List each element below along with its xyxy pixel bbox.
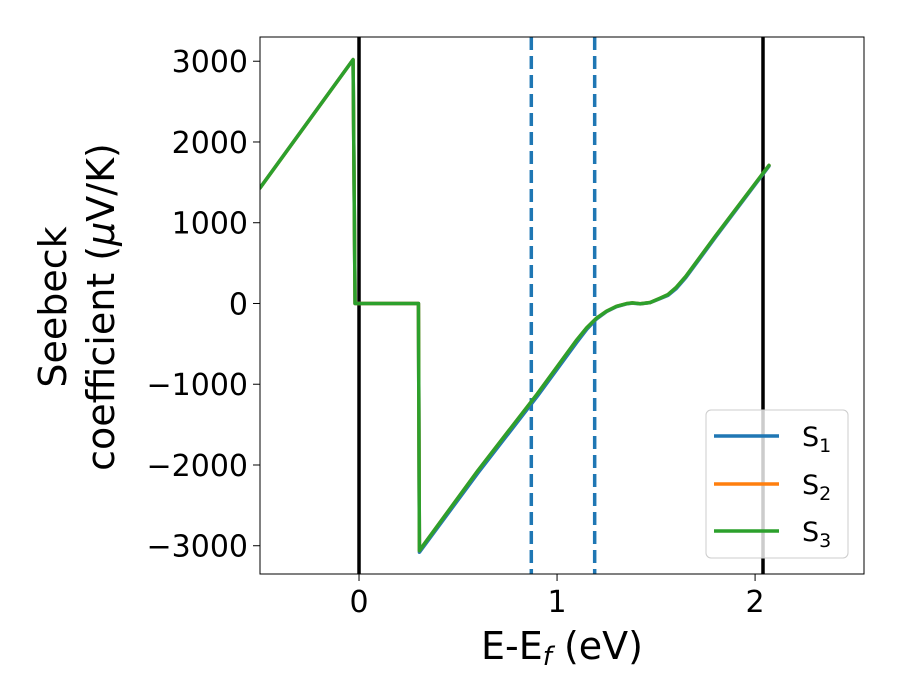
x-axis-label: E-Ef (eV) xyxy=(481,624,643,672)
y-tick-label: −1000 xyxy=(147,368,248,403)
series-lines xyxy=(260,57,771,554)
legend-label-s2: S2 xyxy=(802,470,831,505)
x-axis-ticks: 0 1 2 xyxy=(349,574,765,620)
legend-label-s2-main: S xyxy=(802,470,819,501)
y-tick-label: −3000 xyxy=(147,530,248,565)
y-tick-label: 1000 xyxy=(172,207,248,242)
x-axis-label-main: E-E xyxy=(481,624,543,668)
y-axis-label-line1: Seebeck xyxy=(31,226,75,387)
y-tick-label: 3000 xyxy=(172,45,248,80)
y-axis-label-line2-suffix: V/K) xyxy=(79,143,123,222)
legend-label-s1: S1 xyxy=(802,422,831,457)
series-line-s3 xyxy=(260,57,771,553)
legend-label-s1-sub: 1 xyxy=(819,435,831,457)
plot-frame xyxy=(259,36,865,575)
y-axis-ticks: −3000 −2000 −1000 0 1000 2000 3000 xyxy=(147,45,260,565)
legend-label-s3-sub: 3 xyxy=(819,530,831,552)
y-tick-label: −2000 xyxy=(147,449,248,484)
x-tick-label: 2 xyxy=(746,585,765,620)
legend: S1 S2 S3 xyxy=(705,409,849,559)
y-tick-label: 0 xyxy=(229,287,248,322)
x-tick-label: 0 xyxy=(349,585,368,620)
y-axis-label-line2: coefficient (μV/K) xyxy=(79,143,123,471)
y-axis-label-line2-mu: μ xyxy=(79,222,123,247)
legend-label-s1-main: S xyxy=(802,422,819,453)
x-tick-label: 1 xyxy=(548,585,567,620)
y-tick-label: 2000 xyxy=(172,126,248,161)
x-axis-label-tail: (eV) xyxy=(552,624,643,668)
y-axis-label-line2-prefix: coefficient ( xyxy=(79,246,123,471)
legend-label-s2-sub: 2 xyxy=(819,483,831,505)
legend-label-s3-main: S xyxy=(802,517,819,548)
legend-label-s3: S3 xyxy=(802,517,831,552)
y-axis-label: Seebeck coefficient (μV/K) xyxy=(31,143,123,471)
